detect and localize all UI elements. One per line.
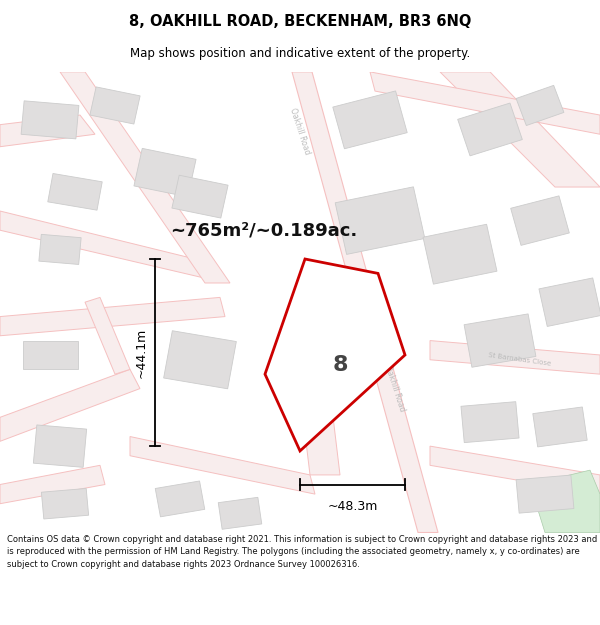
Polygon shape bbox=[60, 72, 230, 283]
Polygon shape bbox=[48, 174, 102, 210]
Polygon shape bbox=[295, 350, 340, 475]
Polygon shape bbox=[39, 234, 81, 264]
Polygon shape bbox=[172, 175, 228, 218]
Polygon shape bbox=[23, 341, 77, 369]
Polygon shape bbox=[265, 259, 405, 451]
Polygon shape bbox=[0, 466, 105, 504]
Polygon shape bbox=[333, 91, 407, 149]
Polygon shape bbox=[430, 341, 600, 374]
Text: St Barnabas Close: St Barnabas Close bbox=[488, 352, 552, 367]
Polygon shape bbox=[0, 115, 95, 147]
Text: Oakhill Road: Oakhill Road bbox=[383, 364, 407, 413]
Text: 8: 8 bbox=[332, 354, 348, 374]
Polygon shape bbox=[430, 446, 600, 494]
Polygon shape bbox=[85, 298, 130, 374]
Text: Contains OS data © Crown copyright and database right 2021. This information is : Contains OS data © Crown copyright and d… bbox=[7, 535, 598, 569]
Polygon shape bbox=[34, 425, 86, 468]
Polygon shape bbox=[0, 298, 225, 336]
Polygon shape bbox=[370, 72, 600, 134]
Text: 8, OAKHILL ROAD, BECKENHAM, BR3 6NQ: 8, OAKHILL ROAD, BECKENHAM, BR3 6NQ bbox=[129, 14, 471, 29]
Polygon shape bbox=[292, 72, 438, 532]
Polygon shape bbox=[516, 475, 574, 513]
Polygon shape bbox=[533, 407, 587, 447]
Polygon shape bbox=[0, 369, 140, 441]
Polygon shape bbox=[423, 224, 497, 284]
Polygon shape bbox=[164, 331, 236, 389]
Text: ~44.1m: ~44.1m bbox=[134, 328, 148, 378]
Polygon shape bbox=[218, 498, 262, 529]
Polygon shape bbox=[0, 211, 205, 278]
Polygon shape bbox=[335, 187, 425, 254]
Polygon shape bbox=[539, 278, 600, 326]
Polygon shape bbox=[458, 103, 523, 156]
Polygon shape bbox=[90, 87, 140, 124]
Polygon shape bbox=[21, 101, 79, 139]
Polygon shape bbox=[464, 314, 536, 368]
Text: Oakhill Road: Oakhill Road bbox=[288, 107, 312, 156]
Polygon shape bbox=[530, 470, 600, 532]
Polygon shape bbox=[440, 72, 600, 187]
Polygon shape bbox=[516, 86, 564, 126]
Text: ~48.3m: ~48.3m bbox=[328, 500, 377, 513]
Polygon shape bbox=[130, 436, 315, 494]
Polygon shape bbox=[155, 481, 205, 517]
Text: ~765m²/~0.189ac.: ~765m²/~0.189ac. bbox=[170, 221, 357, 239]
Polygon shape bbox=[461, 402, 519, 442]
Polygon shape bbox=[511, 196, 569, 246]
Polygon shape bbox=[41, 489, 89, 519]
Text: Map shows position and indicative extent of the property.: Map shows position and indicative extent… bbox=[130, 48, 470, 61]
Polygon shape bbox=[134, 148, 196, 197]
